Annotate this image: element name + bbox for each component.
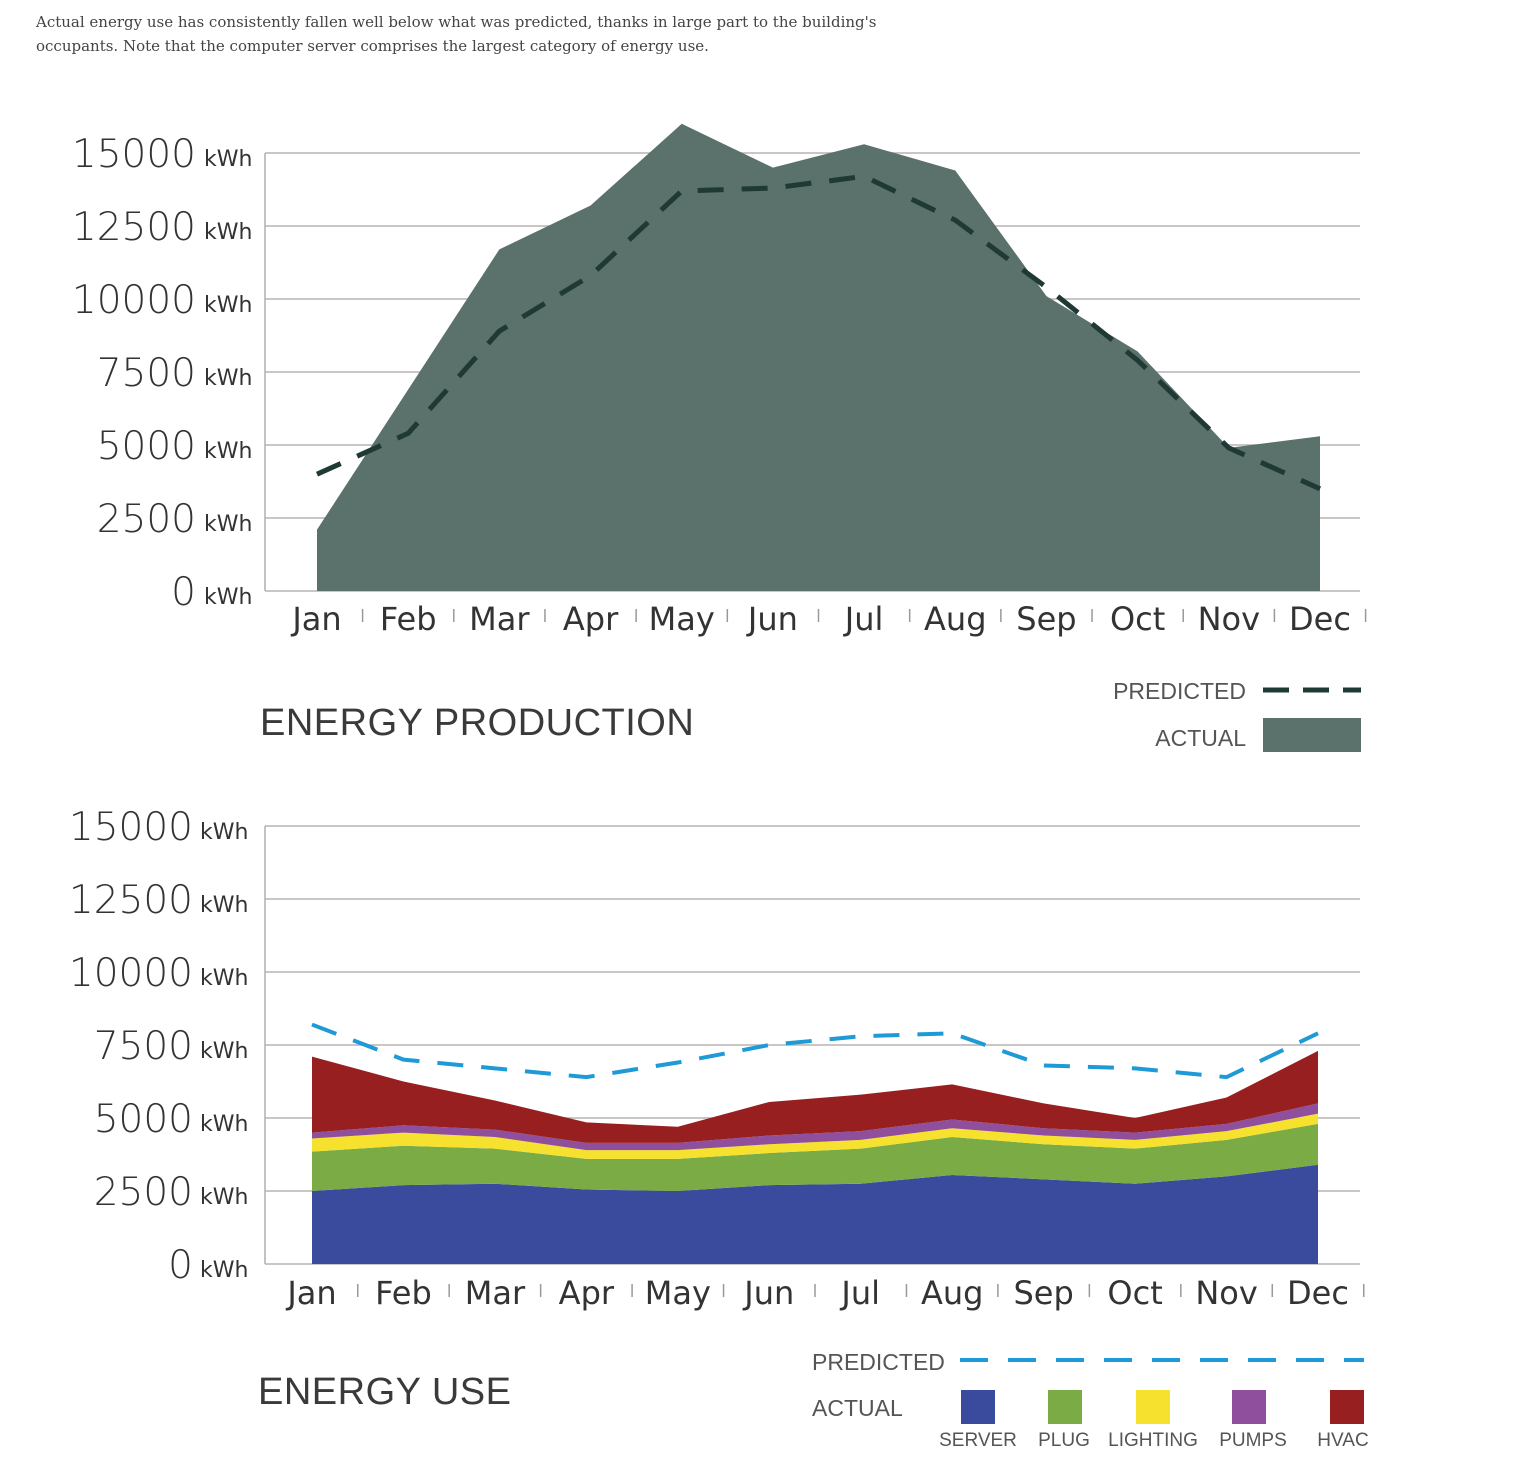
legend-predicted-label: PREDICTED: [812, 1349, 945, 1375]
x-tick-label: Sep: [1016, 600, 1076, 638]
energy-production-chart: 0 kWh 2500 kWh 5000 kWh 7500 kWh 10000 kWh 12500 kW…: [72, 123, 1367, 752]
y-tick-unit: kWh: [200, 893, 248, 918]
y-tick-label: 12500: [69, 878, 193, 923]
y-tick-label: 7500: [97, 351, 196, 396]
y-tick-label: 12500: [72, 205, 196, 250]
x-tick-label: Nov: [1198, 600, 1260, 638]
x-tick-label: Feb: [380, 600, 437, 638]
legend-swatch-lighting: [1136, 1390, 1170, 1424]
actual-production-area: [317, 123, 1320, 592]
y-tick-unit: kWh: [200, 1039, 248, 1064]
x-tick-label: May: [649, 600, 715, 638]
legend-actual-swatch: [1263, 718, 1361, 752]
legend-swatch-server: [961, 1390, 995, 1424]
legend-label-hvac: HVAC: [1317, 1430, 1368, 1451]
y-tick-unit: kWh: [200, 820, 248, 845]
x-tick-label: Jun: [742, 1274, 794, 1312]
y-tick-label: 2500: [94, 1170, 193, 1215]
y-tick-unit: kWh: [200, 1112, 248, 1137]
y-tick-unit: kWh: [200, 1185, 248, 1210]
legend-actual-label: ACTUAL: [1155, 725, 1246, 751]
x-tick-label: Jan: [290, 600, 341, 638]
y-tick-unit: kWh: [200, 1258, 248, 1283]
legend-predicted-label: PREDICTED: [1113, 678, 1246, 704]
x-tick-label: Aug: [924, 600, 986, 638]
y-tick-unit: kWh: [204, 147, 252, 172]
x-tick-label: Dec: [1289, 600, 1351, 638]
legend-swatch-plug: [1048, 1390, 1082, 1424]
legend-swatch-hvac: [1330, 1390, 1364, 1424]
legend-label-lighting: LIGHTING: [1108, 1430, 1198, 1451]
x-tick-label: Jul: [843, 600, 884, 638]
y-tick-label: 7500: [94, 1024, 193, 1069]
x-tick-label: Oct: [1107, 1274, 1162, 1312]
y-tick-label: 10000: [72, 278, 196, 323]
x-tick-label: Jan: [285, 1274, 336, 1312]
y-tick-unit: kWh: [200, 966, 248, 991]
y-tick-unit: kWh: [204, 439, 252, 464]
y-tick-unit: kWh: [204, 512, 252, 537]
stack-area-lighting: [312, 1113, 1318, 1159]
x-tick-label: Mar: [469, 600, 530, 638]
y-tick-label: 0: [168, 1243, 193, 1288]
chart-caption: Actual energy use has consistently falle…: [36, 13, 877, 55]
y-tick-label: 10000: [69, 951, 193, 996]
legend-actual-label: ACTUAL: [812, 1395, 903, 1421]
stack-area-plug: [312, 1123, 1318, 1191]
legend-swatch-pumps: [1232, 1390, 1266, 1424]
stack-area-hvac: [312, 1050, 1318, 1143]
energy-use-chart: 0 kWh 2500 kWh 5000 kWh 7500 kWh 10000 kWh 12500 kW…: [69, 805, 1369, 1451]
y-tick-unit: kWh: [204, 220, 252, 245]
y-tick-unit: kWh: [204, 293, 252, 318]
y-tick-label: 2500: [97, 497, 196, 542]
legend-label-server: SERVER: [939, 1430, 1017, 1451]
y-tick-unit: kWh: [204, 366, 252, 391]
y-tick-label: 5000: [97, 424, 196, 469]
x-tick-label: Apr: [559, 1274, 615, 1312]
legend-label-pumps: PUMPS: [1219, 1430, 1287, 1451]
x-tick-label: Mar: [465, 1274, 526, 1312]
x-tick-label: Feb: [375, 1274, 432, 1312]
x-tick-label: Jun: [746, 600, 798, 638]
legend-label-plug: PLUG: [1038, 1430, 1090, 1451]
y-tick-unit: kWh: [204, 585, 252, 610]
x-tick-label: Nov: [1195, 1274, 1257, 1312]
x-tick-label: Sep: [1013, 1274, 1073, 1312]
x-tick-label: Oct: [1110, 600, 1165, 638]
x-tick-label: May: [645, 1274, 711, 1312]
x-tick-label: Dec: [1287, 1274, 1349, 1312]
x-tick-label: Apr: [563, 600, 619, 638]
x-tick-label: Aug: [921, 1274, 983, 1312]
y-tick-label: 5000: [94, 1097, 193, 1142]
predicted-use-line: [311, 1022, 1319, 1080]
stack-area-server: [312, 1164, 1318, 1264]
x-tick-label: Jul: [839, 1274, 880, 1312]
y-tick-label: 15000: [72, 132, 196, 177]
y-tick-label: 0: [171, 570, 196, 615]
chart-title: ENERGY PRODUCTION: [260, 702, 694, 744]
chart-title: ENERGY USE: [258, 1371, 511, 1413]
y-tick-label: 15000: [69, 805, 193, 850]
stack-area-pumps: [312, 1103, 1318, 1151]
